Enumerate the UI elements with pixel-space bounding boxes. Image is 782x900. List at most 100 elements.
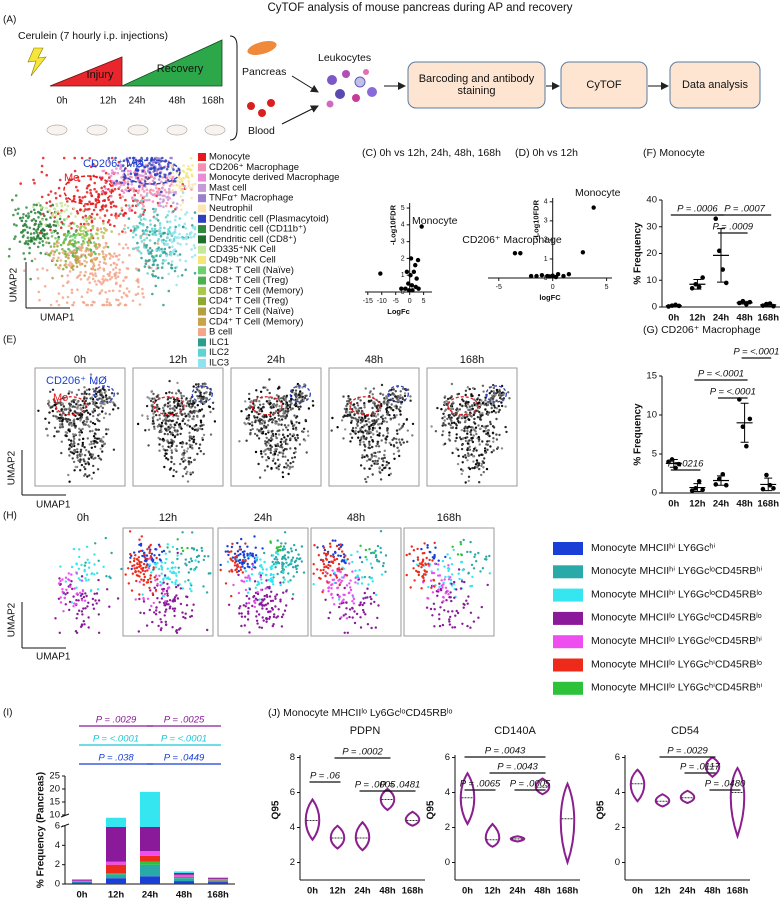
umap-point xyxy=(151,200,155,203)
umap-cloud xyxy=(7,156,197,307)
umap-point xyxy=(91,236,94,239)
umap-point xyxy=(145,233,148,236)
umap-point xyxy=(83,195,87,199)
umap-point xyxy=(164,552,167,555)
umap-point xyxy=(373,551,376,554)
umap-point xyxy=(178,180,182,184)
umap-point xyxy=(173,405,176,408)
umap-point xyxy=(165,191,168,194)
gate xyxy=(387,385,409,403)
umap-point xyxy=(149,577,152,580)
umap-point xyxy=(164,427,167,430)
umap-point xyxy=(117,407,120,410)
umap-point xyxy=(59,601,63,604)
umap-point xyxy=(85,409,88,412)
umap-point xyxy=(134,172,137,176)
umap-point xyxy=(282,570,285,573)
umap-point xyxy=(327,590,330,593)
umap-point xyxy=(168,226,172,229)
umap-point xyxy=(167,441,171,445)
umap-point xyxy=(174,215,177,218)
umap-point xyxy=(243,556,246,559)
umap-point xyxy=(156,263,159,267)
umap-point xyxy=(137,570,140,573)
umap-point xyxy=(386,413,389,416)
umap-point xyxy=(456,611,460,615)
umap-point xyxy=(297,393,300,396)
umap-point xyxy=(337,579,340,582)
legend-swatch xyxy=(198,317,206,326)
umap-point xyxy=(193,182,197,186)
umap-point xyxy=(275,551,278,555)
umap-point xyxy=(96,468,100,471)
umap-point xyxy=(169,238,172,241)
umap-point xyxy=(186,423,189,427)
umap-point xyxy=(172,474,175,478)
umap-point xyxy=(344,559,348,562)
umap-point xyxy=(351,429,355,433)
umap-point xyxy=(33,211,37,215)
umap-point xyxy=(179,243,182,246)
umap-point xyxy=(281,446,284,449)
panel-label: (H) xyxy=(3,511,17,522)
umap-point xyxy=(393,457,396,460)
umap-point xyxy=(358,556,362,559)
umap-point xyxy=(94,542,97,545)
axis-label: UMAP1 xyxy=(36,500,71,511)
umap-point xyxy=(481,460,484,463)
umap-point xyxy=(140,578,143,581)
umap-point xyxy=(92,471,95,474)
umap-point xyxy=(250,573,254,576)
umap-point xyxy=(180,184,183,188)
umap-point xyxy=(64,434,68,437)
umap-point xyxy=(466,429,469,433)
umap-point xyxy=(89,229,93,232)
umap-point xyxy=(100,282,103,286)
umap-point xyxy=(493,406,497,409)
umap-point xyxy=(247,418,250,421)
umap-point xyxy=(475,432,478,436)
umap-point xyxy=(480,399,483,402)
umap-point xyxy=(155,413,158,417)
umap-point xyxy=(276,458,280,461)
umap-point xyxy=(265,617,268,620)
umap-point xyxy=(93,563,96,566)
umap-point xyxy=(93,257,97,260)
umap-point xyxy=(234,555,237,559)
umap-point xyxy=(341,600,344,603)
umap-point xyxy=(176,433,179,436)
legend-swatch xyxy=(198,153,206,161)
umap-point xyxy=(138,250,141,253)
umap-point xyxy=(372,401,375,404)
umap-point xyxy=(133,557,136,560)
umap-point xyxy=(122,246,125,250)
umap-point xyxy=(375,444,378,448)
umap-point xyxy=(359,440,362,444)
umap-point xyxy=(490,410,494,414)
umap-point xyxy=(109,205,113,209)
umap-point xyxy=(82,404,85,407)
umap-point xyxy=(164,620,167,623)
umap-point xyxy=(504,405,507,408)
umap-point xyxy=(120,209,124,212)
umap-point xyxy=(244,605,247,608)
umap-point xyxy=(166,398,169,401)
umap-point xyxy=(333,550,337,554)
umap-point xyxy=(47,193,50,197)
umap-point xyxy=(84,467,87,471)
umap-point xyxy=(353,413,356,417)
umap-point xyxy=(41,243,45,247)
legend-swatch xyxy=(198,276,206,285)
umap-point xyxy=(86,233,89,236)
umap-point xyxy=(71,268,75,271)
umap-point xyxy=(95,213,99,216)
umap-point xyxy=(175,629,178,632)
umap-point xyxy=(187,456,190,460)
umap-point xyxy=(329,574,332,577)
umap-point xyxy=(399,413,402,416)
umap-point xyxy=(108,223,112,226)
legend-swatch xyxy=(198,225,206,234)
umap-point xyxy=(369,551,373,555)
umap-point xyxy=(351,426,355,430)
umap-point xyxy=(489,422,492,426)
